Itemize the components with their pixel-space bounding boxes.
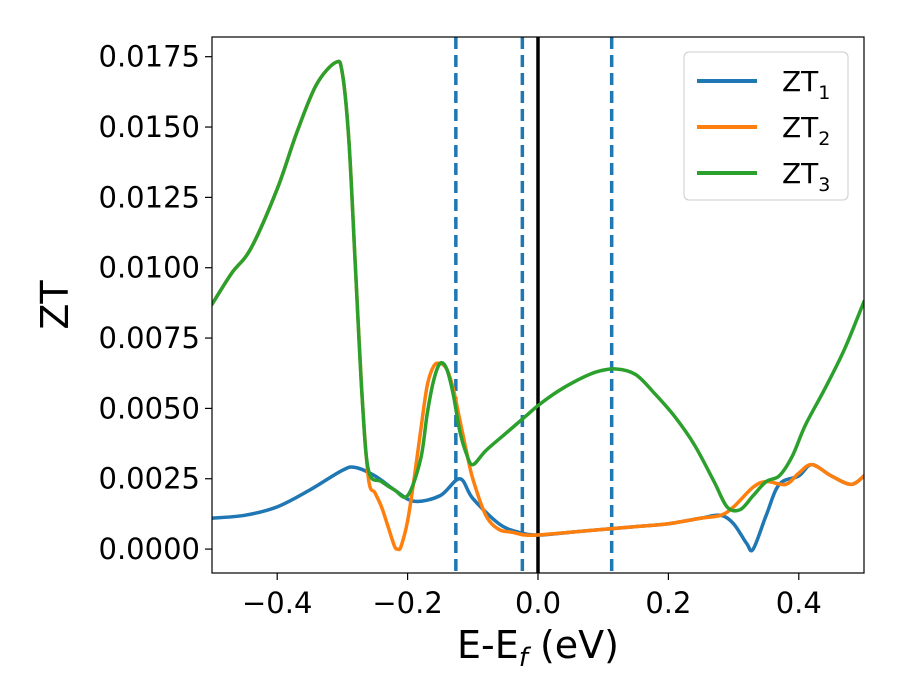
legend-box <box>683 51 849 201</box>
legend-label-zt1: ZT1 <box>782 65 830 104</box>
y-tick-label: 0.0100 <box>99 251 200 285</box>
x-tick-label: 0.4 <box>776 586 822 620</box>
y-tick-label: 0.0050 <box>99 391 200 425</box>
legend-label-zt2: ZT2 <box>782 111 830 150</box>
y-tick-label: 0.0125 <box>99 180 200 214</box>
x-axis-label-units: (eV) <box>528 623 619 667</box>
y-tick-label: 0.0025 <box>99 462 200 496</box>
y-tick-label: 0.0150 <box>99 110 200 144</box>
x-tick-label: 0.0 <box>515 586 561 620</box>
y-tick-label: 0.0000 <box>99 532 200 566</box>
x-tick-label: −0.4 <box>242 586 312 620</box>
x-axis-label: E-Ef (eV) <box>457 623 619 673</box>
legend: ZT1 ZT2 ZT3 <box>683 51 849 201</box>
series-line-zt3 <box>212 59 864 513</box>
x-tick-label: −0.2 <box>372 586 442 620</box>
x-axis: −0.4 −0.2 0.0 0.2 0.4 <box>242 573 822 620</box>
legend-label-zt3: ZT3 <box>782 157 830 196</box>
x-tick-label: 0.2 <box>645 586 691 620</box>
y-tick-label: 0.0075 <box>99 321 200 355</box>
y-tick-label: 0.0175 <box>99 40 200 74</box>
y-axis-label: ZT <box>33 280 77 330</box>
y-axis: 0.0000 0.0025 0.0050 0.0075 0.0100 0.0125 0.01… <box>99 40 212 566</box>
